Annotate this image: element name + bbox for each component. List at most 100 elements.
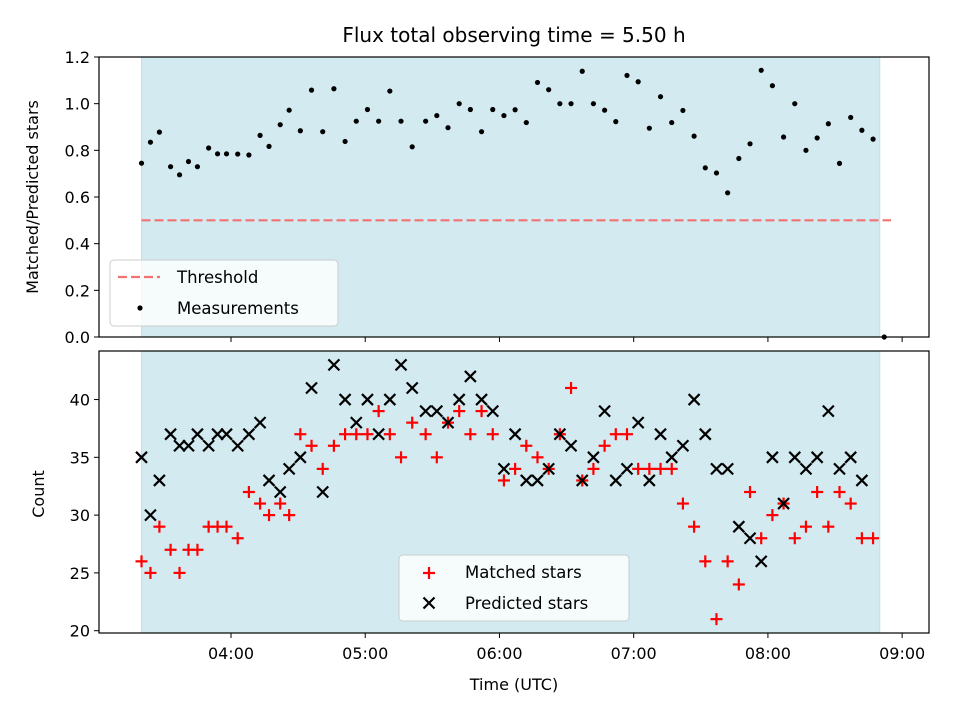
top-y-tick-label: 1.0: [65, 95, 90, 114]
predicted-star-point: [833, 462, 846, 476]
measurement-point: [223, 151, 230, 157]
matched-star-point: [263, 509, 276, 522]
measurement-point: [206, 145, 212, 151]
matched-star-point: [688, 520, 701, 533]
predicted-star-point: [191, 427, 204, 441]
measurement-point: [308, 87, 315, 93]
predicted-star-point: [564, 439, 578, 453]
top-panel: 0.0 0.2 0.4 0.6 0.8 1.0 1.2 Threshold Measuremen…: [65, 48, 930, 347]
matched-star-point: [509, 462, 522, 475]
measurement-point: [342, 138, 348, 145]
measurement-point: [624, 72, 630, 79]
bottom-y-tick-label: 40: [70, 391, 90, 410]
top-y-tick-label: 1.2: [65, 48, 90, 67]
matched-star-point: [294, 428, 307, 441]
matched-star-point: [867, 532, 880, 545]
measurement-point: [769, 83, 775, 89]
chart-title: Flux total observing time = 5.50 h: [342, 23, 685, 47]
measurement-point: [613, 119, 619, 125]
matched-star-point: [173, 566, 186, 579]
predicted-star-point: [164, 427, 177, 441]
measurement-point: [376, 118, 382, 124]
matched-star-point: [799, 520, 812, 533]
measurement-point: [680, 107, 686, 114]
measurement-point: [331, 86, 337, 92]
predicted-star-point: [687, 393, 701, 406]
predicted-star-point: [475, 393, 488, 406]
bottom-legend: Matched stars Predicted stars: [398, 554, 630, 622]
measurement-point: [859, 127, 865, 133]
measurement-point: [277, 122, 283, 128]
predicted-star-point: [153, 474, 166, 487]
measurement-point: [167, 164, 174, 170]
measurement-point: [870, 136, 876, 142]
matched-star-point: [406, 416, 419, 429]
matched-star-point: [598, 439, 611, 452]
measurement-point: [147, 139, 154, 145]
matched-star-point: [855, 532, 868, 545]
measurement-point: [803, 147, 809, 153]
legend-matched-swatch: [423, 567, 435, 579]
measurement-point: [467, 106, 473, 113]
measurement-point: [398, 118, 404, 124]
top-y-tick-label: 0.6: [65, 188, 90, 207]
predicted-star-point: [452, 393, 466, 406]
bottom-series-matched-stars: [135, 381, 880, 626]
measurement-point: [523, 119, 529, 126]
measurement-point: [657, 94, 664, 100]
matched-star-point: [699, 555, 712, 568]
measurement-point: [512, 107, 518, 113]
predicted-star-point: [531, 474, 544, 487]
predicted-star-point: [743, 531, 757, 545]
measurement-point: [825, 121, 831, 127]
measurement-point: [409, 144, 415, 150]
predicted-star-point: [441, 416, 455, 429]
x-tick-label: 09:00: [879, 644, 925, 663]
matched-star-point: [632, 462, 645, 475]
measurement-point: [568, 101, 574, 107]
matched-star-point: [453, 405, 466, 418]
measurement-point: [478, 129, 485, 135]
predicted-star-point: [211, 427, 224, 441]
matched-star-point: [383, 428, 396, 441]
measurement-point: [194, 164, 201, 170]
top-y-axis-label: Matched/Predicted stars: [23, 100, 42, 294]
measurement-point: [320, 129, 326, 135]
predicted-star-point: [242, 427, 256, 441]
measurement-point: [185, 158, 192, 165]
predicted-star-point: [349, 416, 363, 429]
predicted-star-point: [822, 404, 835, 418]
predicted-star-point: [575, 474, 589, 487]
matched-star-point: [430, 451, 443, 464]
matched-star-point: [587, 462, 600, 475]
predicted-star-point: [182, 439, 195, 453]
matched-star-point: [565, 381, 578, 394]
measurement-point: [546, 87, 552, 93]
measurement-point: [725, 190, 731, 196]
bottom-y-axis-label: Count: [29, 470, 48, 518]
matched-star-point: [316, 462, 329, 475]
matched-star-point: [732, 578, 745, 591]
legend-predicted-label: Predicted stars: [465, 594, 588, 613]
predicted-star-point: [643, 474, 656, 487]
measurement-point: [848, 114, 854, 121]
predicted-star-point: [777, 497, 790, 510]
predicted-star-point: [486, 404, 500, 418]
measurement-point: [736, 155, 742, 162]
predicted-star-point: [654, 427, 667, 441]
measurement-point: [836, 160, 843, 166]
bottom-series-predicted-stars: [135, 358, 869, 568]
measurement-point: [780, 134, 787, 140]
measurement-point: [387, 88, 393, 94]
predicted-star-point: [316, 485, 329, 499]
matched-star-point: [135, 555, 148, 568]
matched-star-point: [350, 428, 363, 441]
matched-star-point: [395, 451, 408, 464]
predicted-star-point: [553, 427, 567, 441]
matched-star-point: [609, 428, 622, 441]
matched-star-point: [191, 543, 204, 556]
legend-predicted-swatch: [422, 596, 436, 610]
measurement-point: [792, 101, 798, 107]
measurement-point: [364, 106, 371, 113]
